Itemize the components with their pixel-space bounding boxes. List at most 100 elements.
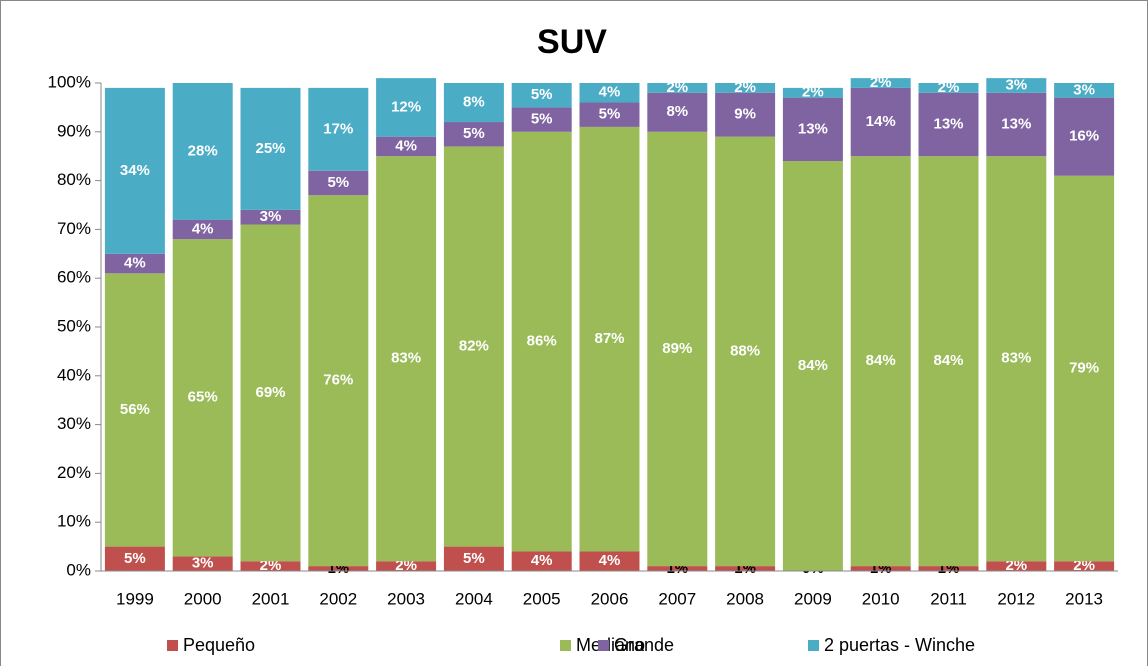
x-tick-label: 2002 [319,589,357,608]
legend-label: Mediano [576,635,645,655]
value-label: 2% [870,74,892,91]
bar-segment [918,566,979,571]
value-label: 76% [323,372,353,389]
bar-segment [511,107,572,132]
bar-segment [579,126,640,552]
bar-segment [986,561,1047,571]
value-label: 2% [395,557,417,574]
value-label: 8% [666,103,688,120]
x-tick-label: 1999 [116,589,154,608]
y-tick-label: 80% [57,170,91,189]
value-label: 28% [188,142,218,159]
y-tick-label: 90% [57,121,91,140]
bar-segment [308,87,369,171]
bar-segment [443,146,504,547]
value-label: 16% [1069,128,1099,145]
bar-segment [986,92,1047,157]
bar-segment [1054,561,1115,571]
x-tick-label: 2006 [591,589,629,608]
legend-label: Pequeño [183,635,255,655]
legend-label: Grande [614,635,674,655]
value-label: 4% [531,552,553,569]
bar-segment [104,253,165,274]
bar-segment [850,78,911,88]
value-label: 86% [527,333,557,350]
bar-segment [850,566,911,571]
value-label: 4% [395,137,417,154]
bar-segment [1054,175,1115,562]
y-tick-label: 10% [57,512,91,531]
bar-segment [511,131,572,552]
bar-segment [579,551,640,571]
value-label: 25% [255,140,285,157]
value-label: 3% [260,208,282,225]
legend-label: 2 puertas - Winche [824,635,975,655]
bar-segment [240,87,301,210]
value-label: 17% [323,120,353,137]
bar-segment [172,219,233,240]
bar-segment [715,566,776,571]
bar-segment [376,136,437,157]
bar-segment [308,566,369,571]
bar-segment [308,170,369,196]
x-tick-label: 2003 [387,589,425,608]
value-label: 4% [192,220,214,237]
bar-segment [647,566,708,571]
bar-segment [647,131,708,567]
value-label: 2% [1073,557,1095,574]
value-label: 12% [391,98,421,115]
bar-segment [986,78,1047,93]
bar-segment [376,561,437,571]
x-tick-label: 2007 [658,589,696,608]
value-label: 84% [866,352,896,369]
bar-segment [579,102,640,127]
bar-segment [308,195,369,567]
x-tick-label: 2004 [455,589,493,608]
value-label: 2% [260,557,282,574]
bar-segment [647,92,708,132]
bar-segment [1054,83,1115,98]
bar-segment [918,83,979,93]
value-label: 3% [1005,76,1027,93]
x-tick-label: 2012 [997,589,1035,608]
value-label: 2% [802,84,824,101]
chart-title: SUV [537,23,607,61]
bar-segment [172,556,233,571]
bar-segment [376,78,437,137]
bar-segment [172,239,233,557]
bar-segment [443,546,504,571]
x-tick-label: 2001 [252,589,290,608]
bar-segment [715,92,776,137]
bar-segment [715,83,776,93]
bar-segment [579,83,640,103]
bar-segment [647,83,708,93]
bar-segment [850,87,911,157]
bar-segment [918,156,979,567]
value-label: 84% [933,352,963,369]
legend-swatch [167,640,178,651]
bar-segment [511,551,572,571]
bar-segment [104,273,165,547]
value-label: 14% [866,113,896,130]
value-label: 3% [192,555,214,572]
bar-segment [511,83,572,108]
y-tick-label: 70% [57,219,91,238]
value-label: 56% [120,401,150,418]
value-label: 3% [1073,81,1095,98]
bar-segment [240,224,301,562]
value-label: 5% [124,550,146,567]
value-label: 88% [730,342,760,359]
legend-swatch [598,640,609,651]
value-label: 89% [662,340,692,357]
bar-segment [240,561,301,571]
bar-segment [1054,97,1115,176]
bar-segment [715,136,776,567]
y-tick-label: 40% [57,365,91,384]
y-tick-label: 60% [57,268,91,287]
value-label: 8% [463,93,485,110]
y-tick-label: 100% [48,72,91,91]
x-tick-label: 2010 [862,589,900,608]
bar-segment [782,161,843,571]
x-tick-label: 2013 [1065,589,1103,608]
value-label: 5% [463,125,485,142]
